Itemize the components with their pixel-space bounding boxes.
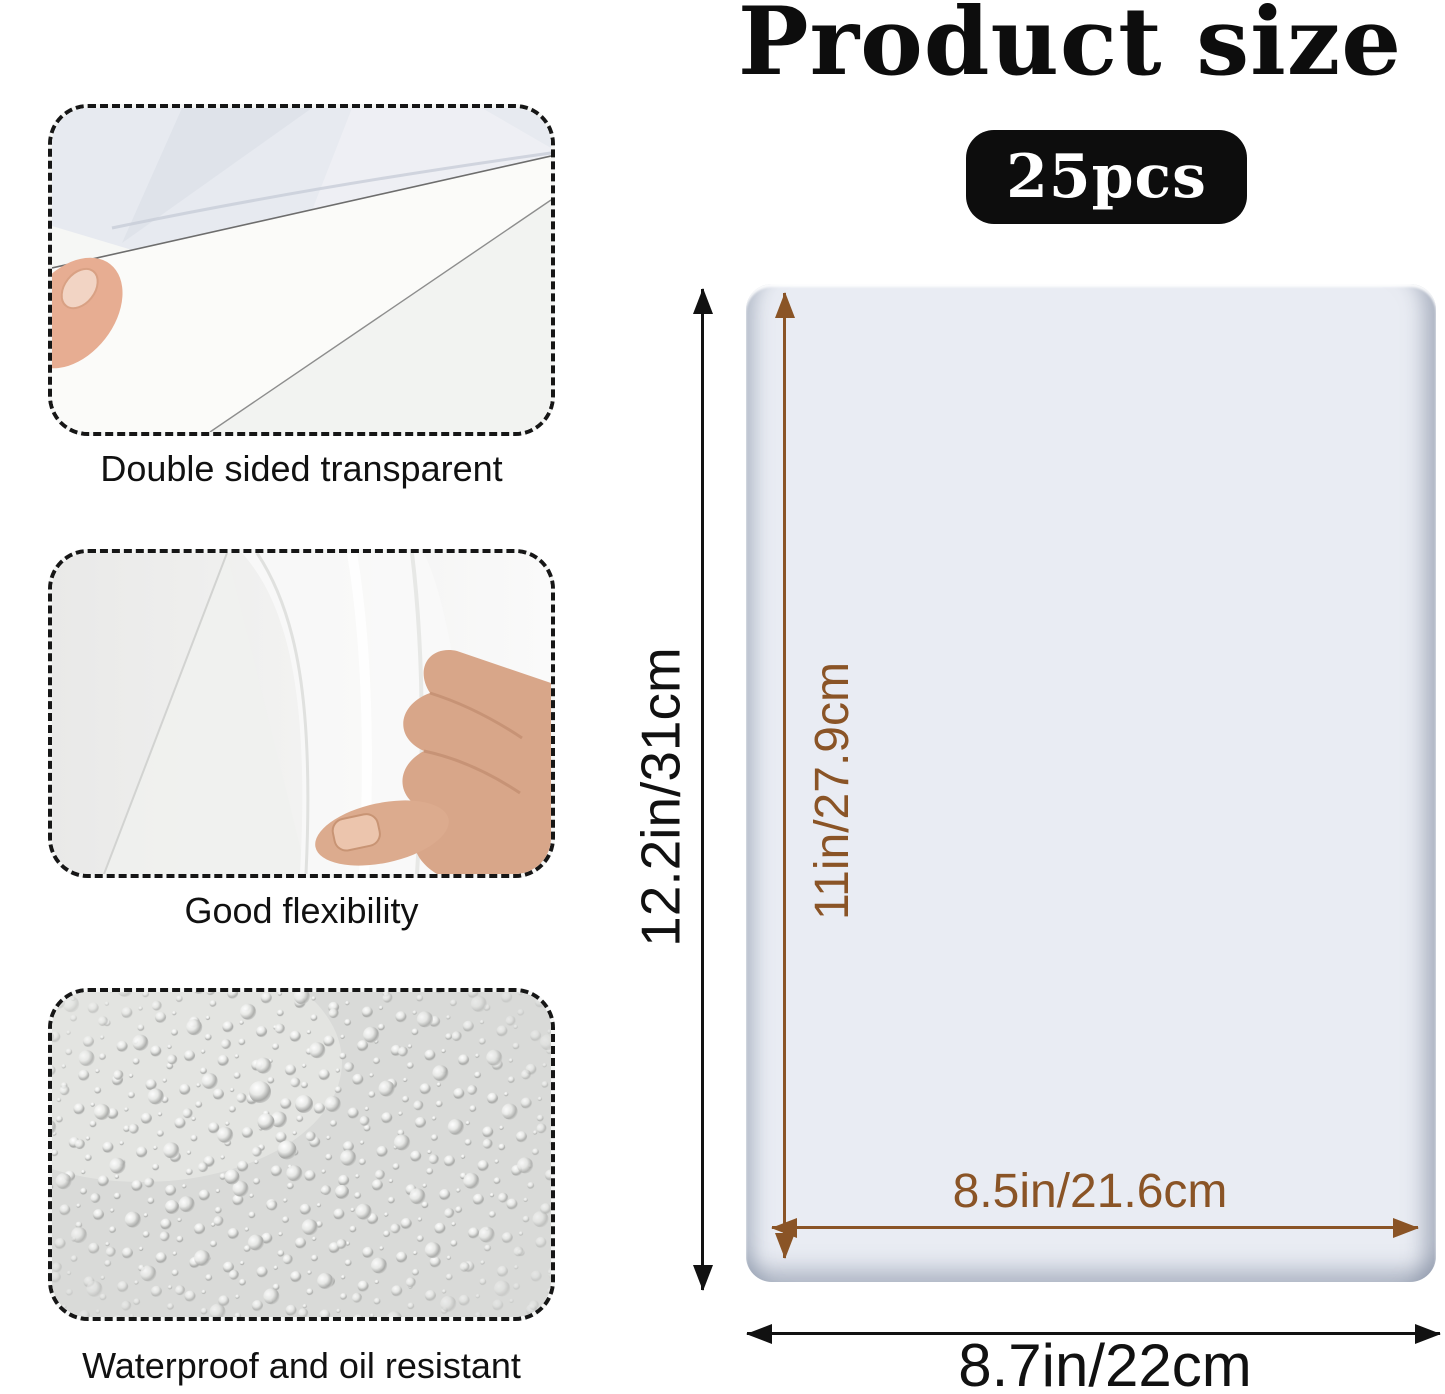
water-droplets-illustration bbox=[52, 992, 551, 1317]
quantity-badge: 25pcs bbox=[966, 130, 1247, 224]
feature-waterproof: Waterproof and oil resistant bbox=[48, 988, 555, 1387]
sheet-protector-diagram bbox=[746, 284, 1436, 1282]
outer-height-label: 12.2in/31cm bbox=[629, 647, 692, 947]
inner-height-label: 11in/27.9cm bbox=[806, 662, 859, 920]
transparent-sheet-corner-photo bbox=[48, 104, 555, 436]
feature-caption-waterproof: Waterproof and oil resistant bbox=[82, 1345, 521, 1386]
water-droplets-photo bbox=[48, 988, 555, 1321]
feature-flexibility: Good flexibility bbox=[48, 549, 555, 932]
inner-height-arrow-icon bbox=[783, 293, 786, 1258]
outer-width-label: 8.7in/22cm bbox=[958, 1332, 1252, 1394]
page-title: Product size bbox=[737, 0, 1403, 97]
outer-width-arrow-icon bbox=[747, 1332, 1440, 1335]
quantity-badge-label: 25pcs bbox=[1006, 142, 1207, 212]
inner-width-arrow-icon bbox=[772, 1226, 1418, 1229]
hand-flexing-sheet-photo bbox=[48, 549, 555, 878]
outer-height-arrow-icon bbox=[701, 289, 704, 1290]
feature-double-sided: Double sided transparent bbox=[48, 104, 555, 490]
feature-caption-double-sided: Double sided transparent bbox=[100, 448, 503, 489]
inner-width-label: 8.5in/21.6cm bbox=[952, 1165, 1228, 1218]
flexing-sheet-illustration bbox=[52, 553, 551, 874]
feature-caption-flexibility: Good flexibility bbox=[184, 890, 419, 931]
transparent-sheet-illustration bbox=[52, 108, 551, 432]
